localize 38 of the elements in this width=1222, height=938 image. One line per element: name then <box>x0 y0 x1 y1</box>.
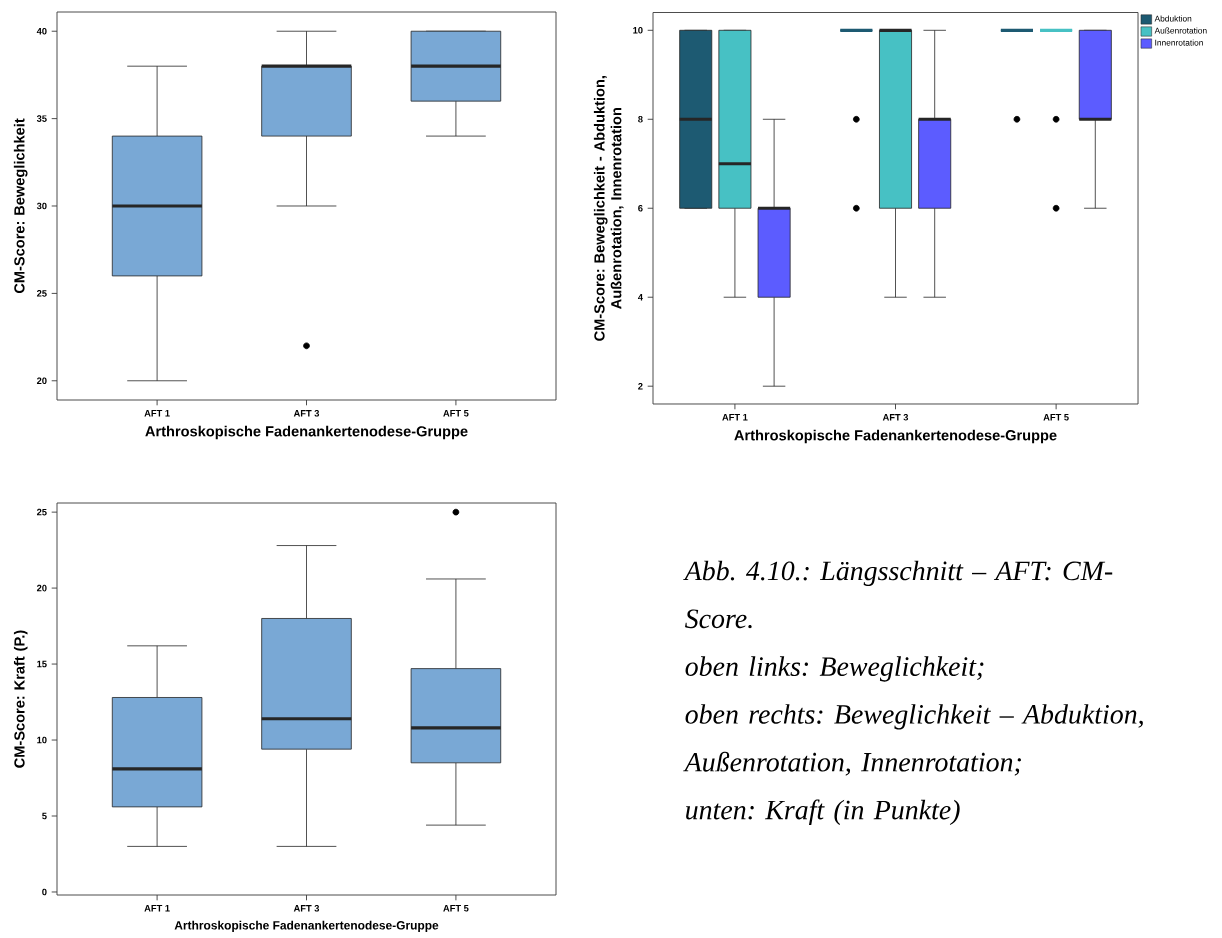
x-axis-title: Arthroskopische Fadenankertenodese-Gruppe <box>145 425 468 440</box>
y-axis-title: CM-Score: Beweglichkeit - Abduktion, Außenrotation, Innenrotation <box>593 76 624 341</box>
legend-label: Abduktion <box>1154 15 1192 22</box>
x-tick-label: AFT 5 <box>1043 414 1069 421</box>
y-tick-label: 30 <box>36 202 47 210</box>
x-tick-label: AFT 5 <box>443 905 469 912</box>
x-tick-label: AFT 1 <box>144 905 170 912</box>
legend-label: Innenrotation <box>1155 39 1203 46</box>
x-tick-label: AFT 3 <box>293 905 320 912</box>
text: oben rechts: Beweglichkeit – Abduktion, Außenrotation, Innenrotation; <box>683 704 1143 776</box>
x-axis-title: Arthroskopische Fadenankertenodese-Gruppe <box>174 920 439 932</box>
y-tick-label: 2 <box>638 382 643 390</box>
x-axis-title: Arthroskopische Fadenankertenodese-Gruppe <box>734 429 1057 444</box>
y-tick-label: 25 <box>36 290 47 297</box>
x-tick-label: AFT 3 <box>882 414 909 421</box>
y-tick-label: 15 <box>37 660 47 668</box>
caption: Abb. 4.10.: Längsschnitt – AFT: CM-Score. <box>683 560 1113 629</box>
y-tick-label: 35 <box>36 115 47 122</box>
y-tick-label: 0 <box>42 888 47 896</box>
x-tick-label: AFT 1 <box>144 410 170 417</box>
y-axis-title: CM-Score: Beweglichkeit <box>13 118 28 294</box>
y-axis-title: CM-Score: Kraft (P.) <box>13 630 28 768</box>
y-tick-label: 6 <box>638 204 643 212</box>
y-tick-label: 40 <box>36 27 47 35</box>
y-tick-label: 8 <box>638 116 643 123</box>
legend-label: Außenrotation <box>1154 27 1207 34</box>
y-tick-label: 20 <box>36 377 47 385</box>
y-tick-label: 25 <box>36 508 47 516</box>
text: unten: Kraft (in Punkte) <box>686 799 960 826</box>
y-tick-label: 10 <box>37 736 47 744</box>
y-tick-label: 10 <box>633 27 643 34</box>
x-tick-label: AFT 5 <box>443 410 469 417</box>
text: oben links: Beweglichkeit; <box>685 656 984 682</box>
y-tick-label: 5 <box>42 812 47 820</box>
y-tick-label: 20 <box>36 584 47 592</box>
y-tick-label: 4 <box>637 294 643 301</box>
x-tick-label: AFT 3 <box>293 410 320 417</box>
x-tick-label: AFT 1 <box>722 414 748 421</box>
